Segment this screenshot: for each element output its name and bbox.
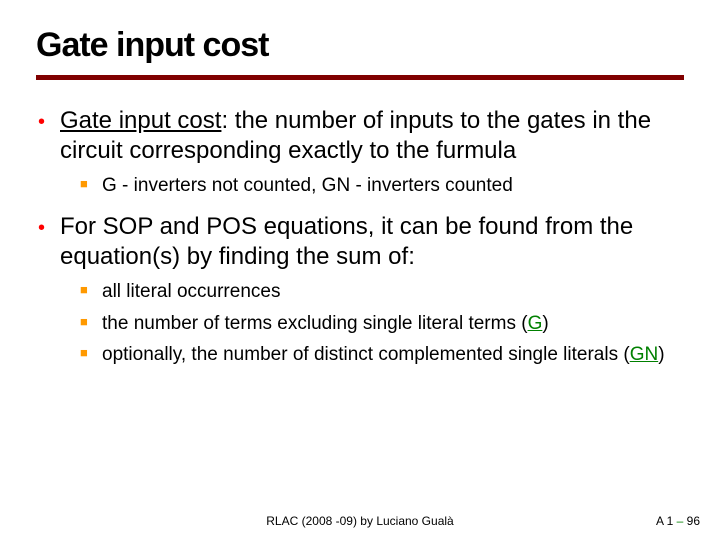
sub-2-accent: G	[528, 313, 543, 334]
bullet-1-text: Gate input cost: the number of inputs to…	[60, 106, 684, 166]
bullet-2-sub-3-text: optionally, the number of distinct compl…	[102, 343, 665, 367]
bullet-2-sub-1: ■ all literal occurrences	[36, 280, 684, 304]
footer-page-pre: A 1	[656, 514, 677, 528]
title-rule	[36, 75, 684, 80]
bullet-1-sub-1-text: G - inverters not counted, GN - inverter…	[102, 174, 513, 198]
bullet-2-sub-3: ■ optionally, the number of distinct com…	[36, 343, 684, 367]
sub-3-post: )	[658, 344, 664, 365]
slide-title: Gate input cost	[36, 26, 684, 65]
footer-center: RLAC (2008 -09) by Luciano Gualà	[0, 514, 720, 528]
bullet-2-sub-2: ■ the number of terms excluding single l…	[36, 312, 684, 336]
bullet-2-sub-2-text: the number of terms excluding single lit…	[102, 312, 549, 336]
bullet-dot-icon: •	[38, 106, 60, 166]
sub-3-pre: optionally, the number of distinct compl…	[102, 344, 630, 365]
bullet-dot-icon: •	[38, 212, 60, 272]
square-icon: ■	[80, 280, 102, 304]
bullet-1-sub-1: ■ G - inverters not counted, GN - invert…	[36, 174, 684, 198]
bullet-2-sub-1-text: all literal occurrences	[102, 280, 280, 304]
footer-page-post: 96	[683, 514, 700, 528]
footer-right: A 1 – 96	[656, 514, 700, 528]
bullet-1: • Gate input cost: the number of inputs …	[36, 106, 684, 166]
square-icon: ■	[80, 312, 102, 336]
bullet-2-text: For SOP and POS equations, it can be fou…	[60, 212, 684, 272]
sub-2-post: )	[542, 313, 548, 334]
sub-2-pre: the number of terms excluding single lit…	[102, 313, 528, 334]
square-icon: ■	[80, 174, 102, 198]
bullet-2: • For SOP and POS equations, it can be f…	[36, 212, 684, 272]
bullet-1-lead: Gate input cost	[60, 107, 221, 134]
square-icon: ■	[80, 343, 102, 367]
sub-3-accent: GN	[630, 344, 659, 365]
